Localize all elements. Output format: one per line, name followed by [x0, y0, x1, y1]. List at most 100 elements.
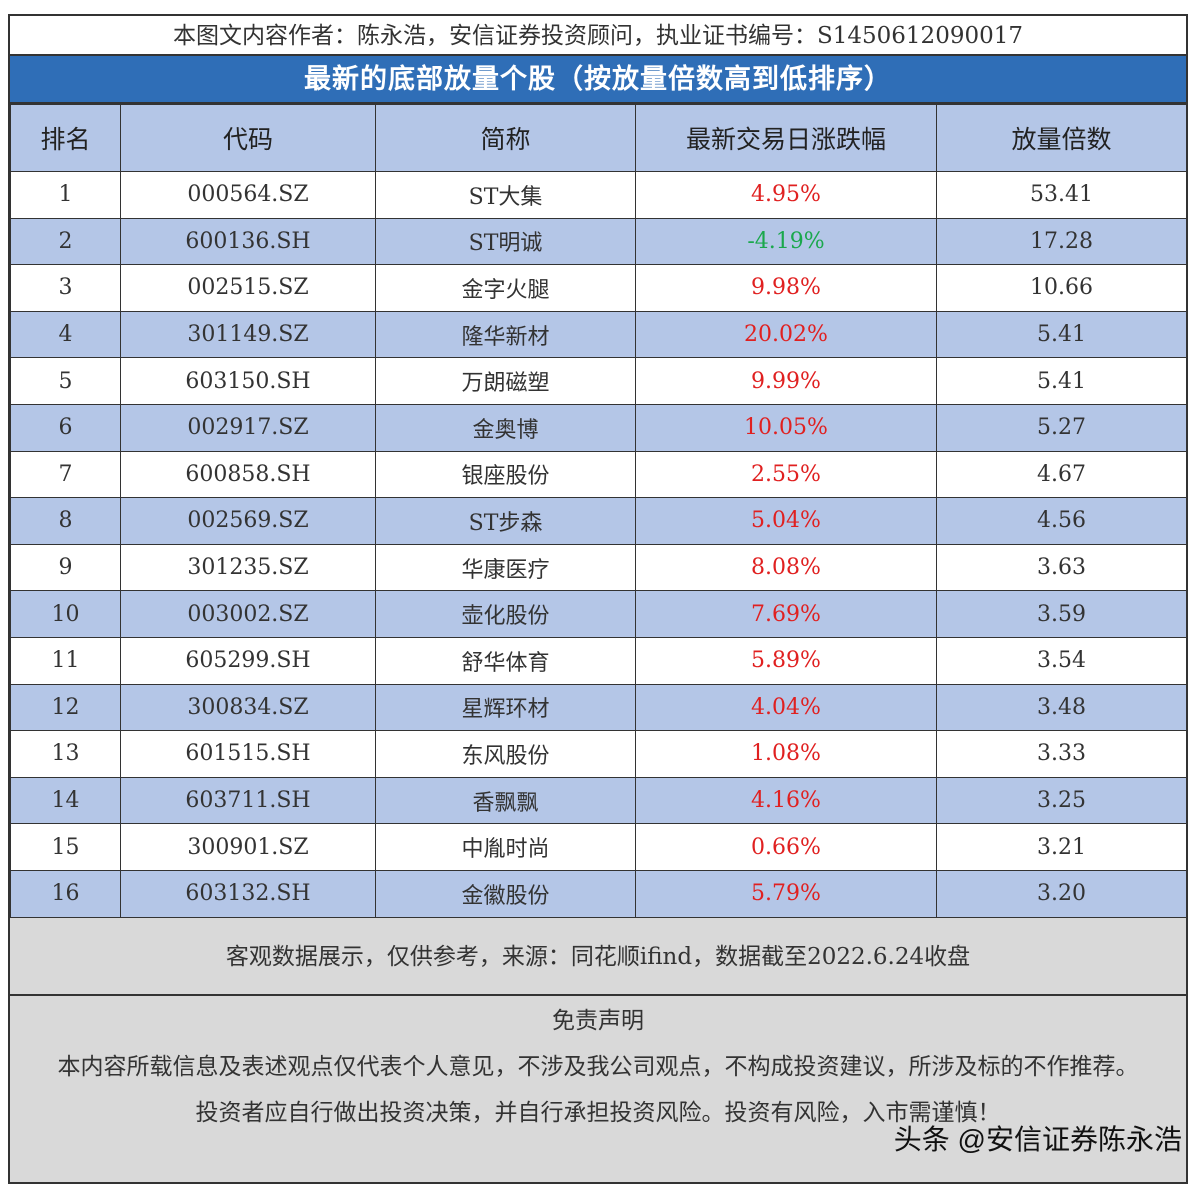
change-cell: -4.19%: [635, 217, 937, 266]
table-row: 16 603132.SH 金徽股份 5.79% 3.20: [10, 869, 1187, 918]
multiple-cell: 3.48: [936, 683, 1187, 732]
source-note: 客观数据展示，仅供参考，来源：同花顺ifind，数据截至2022.6.24收盘: [10, 918, 1186, 996]
table-row: 14 603711.SH 香飘飘 4.16% 3.25: [10, 776, 1187, 825]
document-frame: 本图文内容作者：陈永浩，安信证券投资顾问，执业证书编号：S14506120900…: [8, 14, 1188, 1184]
header-multiple: 放量倍数: [936, 104, 1187, 172]
change-cell: 8.08%: [635, 543, 937, 592]
name-cell: 万朗磁塑: [375, 357, 636, 405]
code-cell: 300834.SZ: [120, 683, 376, 732]
stock-table: 排名 代码 简称 最新交易日涨跌幅 放量倍数 1 000564.SZ ST大集 4.9…: [10, 104, 1187, 918]
change-cell: 5.04%: [635, 497, 937, 545]
table-row: 10 003002.SZ 壶化股份 7.69% 3.59: [10, 590, 1187, 638]
name-cell: 华康医疗: [375, 543, 636, 592]
rank-cell: 7: [10, 450, 121, 499]
table-row: 4 301149.SZ 隆华新材 20.02% 5.41: [10, 310, 1187, 359]
rank-cell: 11: [10, 636, 121, 685]
change-cell: 5.89%: [635, 636, 937, 685]
name-cell: 银座股份: [375, 450, 636, 499]
multiple-cell: 5.41: [936, 357, 1187, 405]
change-cell: 9.98%: [635, 264, 937, 312]
change-cell: 7.69%: [635, 590, 937, 638]
multiple-cell: 5.41: [936, 310, 1187, 359]
code-cell: 002515.SZ: [120, 264, 376, 312]
name-cell: 隆华新材: [375, 310, 636, 359]
change-cell: 9.99%: [635, 357, 937, 405]
table-row: 15 300901.SZ 中胤时尚 0.66% 3.21: [10, 823, 1187, 871]
multiple-cell: 3.21: [936, 823, 1187, 871]
change-cell: 1.08%: [635, 730, 937, 778]
name-cell: 舒华体育: [375, 636, 636, 685]
rank-cell: 10: [10, 590, 121, 638]
code-cell: 600136.SH: [120, 217, 376, 266]
disclaimer-section: 免责声明 本内容所载信息及表述观点仅代表个人意见，不涉及我公司观点，不构成投资建…: [10, 996, 1186, 1182]
disclaimer-line-2: 投资者应自行做出投资决策，并自行承担投资风险。投资有风险，入市需谨慎！: [195, 1100, 1001, 1126]
table-row: 2 600136.SH ST明诚 -4.19% 17.28: [10, 217, 1187, 266]
name-cell: 金徽股份: [375, 869, 636, 918]
table-row: 7 600858.SH 银座股份 2.55% 4.67: [10, 450, 1187, 499]
name-cell: ST明诚: [375, 217, 636, 266]
code-cell: 002569.SZ: [120, 497, 376, 545]
table-title-banner: 最新的底部放量个股（按放量倍数高到低排序）: [10, 56, 1186, 104]
change-cell: 10.05%: [635, 403, 937, 452]
change-cell: 4.16%: [635, 776, 937, 825]
change-cell: 4.95%: [635, 171, 937, 219]
name-cell: 中胤时尚: [375, 823, 636, 871]
disclaimer-title: 免责声明: [552, 1008, 644, 1034]
header-rank: 排名: [10, 104, 121, 172]
author-line: 本图文内容作者：陈永浩，安信证券投资顾问，执业证书编号：S14506120900…: [10, 16, 1186, 56]
rank-cell: 14: [10, 776, 121, 825]
rank-cell: 6: [10, 403, 121, 452]
header-name: 简称: [375, 104, 636, 172]
multiple-cell: 5.27: [936, 403, 1187, 452]
rank-cell: 4: [10, 310, 121, 359]
header-change: 最新交易日涨跌幅: [635, 104, 937, 172]
table-row: 6 002917.SZ 金奥博 10.05% 5.27: [10, 403, 1187, 452]
table-row: 13 601515.SH 东风股份 1.08% 3.33: [10, 730, 1187, 778]
name-cell: 香飘飘: [375, 776, 636, 825]
name-cell: 星辉环材: [375, 683, 636, 732]
change-cell: 5.79%: [635, 869, 937, 918]
code-cell: 603150.SH: [120, 357, 376, 405]
name-cell: 金字火腿: [375, 264, 636, 312]
table-row: 12 300834.SZ 星辉环材 4.04% 3.48: [10, 683, 1187, 732]
change-cell: 20.02%: [635, 310, 937, 359]
multiple-cell: 3.59: [936, 590, 1187, 638]
table-row: 1 000564.SZ ST大集 4.95% 53.41: [10, 171, 1187, 219]
watermark: 头条 @安信证券陈永浩: [893, 1124, 1182, 1155]
multiple-cell: 3.20: [936, 869, 1187, 918]
code-cell: 600858.SH: [120, 450, 376, 499]
table-row: 9 301235.SZ 华康医疗 8.08% 3.63: [10, 543, 1187, 592]
code-cell: 301149.SZ: [120, 310, 376, 359]
code-cell: 000564.SZ: [120, 171, 376, 219]
change-cell: 2.55%: [635, 450, 937, 499]
multiple-cell: 3.54: [936, 636, 1187, 685]
name-cell: ST步森: [375, 497, 636, 545]
rank-cell: 16: [10, 869, 121, 918]
multiple-cell: 53.41: [936, 171, 1187, 219]
disclaimer-line-1: 本内容所载信息及表述观点仅代表个人意见，不涉及我公司观点，不构成投资建议，所涉及…: [57, 1054, 1139, 1080]
name-cell: 金奥博: [375, 403, 636, 452]
rank-cell: 13: [10, 730, 121, 778]
table-row: 8 002569.SZ ST步森 5.04% 4.56: [10, 497, 1187, 545]
rank-cell: 3: [10, 264, 121, 312]
table-body: 1 000564.SZ ST大集 4.95% 53.41 2 600136.SH ST明诚 -4…: [10, 171, 1187, 918]
multiple-cell: 17.28: [936, 217, 1187, 266]
table-row: 5 603150.SH 万朗磁塑 9.99% 5.41: [10, 357, 1187, 405]
multiple-cell: 4.67: [936, 450, 1187, 499]
multiple-cell: 3.25: [936, 776, 1187, 825]
code-cell: 605299.SH: [120, 636, 376, 685]
table-row: 11 605299.SH 舒华体育 5.89% 3.54: [10, 636, 1187, 685]
code-cell: 603711.SH: [120, 776, 376, 825]
code-cell: 300901.SZ: [120, 823, 376, 871]
table-row: 3 002515.SZ 金字火腿 9.98% 10.66: [10, 264, 1187, 312]
rank-cell: 2: [10, 217, 121, 266]
code-cell: 003002.SZ: [120, 590, 376, 638]
rank-cell: 9: [10, 543, 121, 592]
rank-cell: 1: [10, 171, 121, 219]
table-header-row: 排名 代码 简称 最新交易日涨跌幅 放量倍数: [10, 104, 1187, 172]
rank-cell: 15: [10, 823, 121, 871]
code-cell: 301235.SZ: [120, 543, 376, 592]
multiple-cell: 3.63: [936, 543, 1187, 592]
name-cell: ST大集: [375, 171, 636, 219]
change-cell: 4.04%: [635, 683, 937, 732]
